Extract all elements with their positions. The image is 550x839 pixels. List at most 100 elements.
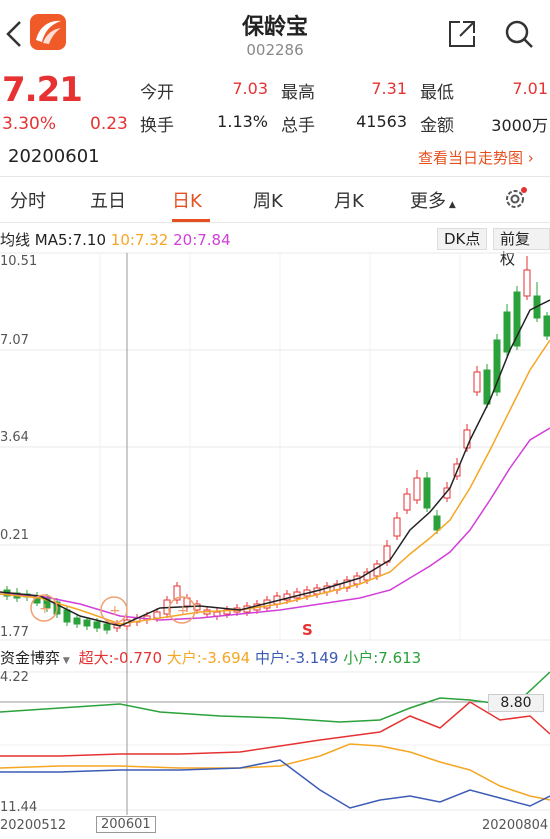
ma10-value: 10:7.32 [110, 231, 169, 249]
candle-body [83, 619, 91, 627]
sell-signal-marker: S [302, 621, 313, 639]
candle-body [143, 615, 151, 621]
candle-body [73, 617, 81, 625]
candle-body [303, 589, 311, 597]
candle-body [53, 601, 61, 615]
tab-more-label: 更多 [410, 191, 446, 212]
dropdown-icon: ▼ [60, 656, 70, 666]
tab-five-day[interactable]: 五日 [90, 191, 126, 212]
search-icon[interactable] [503, 18, 535, 50]
dk-point-marker: + [109, 603, 121, 619]
candle-body [193, 603, 201, 611]
fund-flow-label: 资金博弈 [0, 649, 61, 667]
tab-monthly-k[interactable]: 月K [334, 191, 364, 212]
stock-name: 保龄宝 [241, 15, 308, 40]
candle-body [543, 315, 550, 337]
candle-body [133, 617, 141, 623]
amount-label: 金额 [420, 116, 454, 136]
turnover-value: 1.13% [217, 112, 268, 131]
triangle-down-icon: ▲ [446, 200, 456, 210]
adjust-button[interactable]: 前复权 [493, 228, 550, 268]
divider [0, 222, 550, 223]
period-tabs: 分时 五日 日K 周K 月K 更多 ▲ [0, 176, 550, 222]
candle-body [403, 493, 411, 511]
candle-body [313, 587, 321, 595]
back-arrow-icon[interactable] [2, 14, 26, 54]
candle-body [223, 609, 231, 615]
flow-axis-label: 11.44 [0, 800, 38, 815]
candle-body [273, 595, 281, 605]
ma-legend-label: 均线 [0, 231, 31, 249]
candle-body [423, 477, 431, 509]
ma10-line [0, 339, 550, 625]
candle-body [13, 592, 21, 599]
ma-legend: 均线 MA5:7.10 10:7.32 20:7.84 [0, 229, 231, 250]
candle-body [233, 607, 241, 613]
candle-body [493, 339, 501, 393]
view-trend-link[interactable]: 查看当日走势图 › [418, 147, 534, 168]
high-label: 最高 [281, 83, 315, 103]
candle-body [333, 583, 341, 591]
dk-point-marker [100, 596, 128, 624]
candle-body [253, 603, 261, 611]
candle-body [293, 591, 301, 599]
dk-point-marker [168, 596, 196, 624]
candle-body [123, 619, 131, 627]
price-axis-label: 0.21 [0, 528, 29, 543]
candle-body [373, 563, 381, 577]
candle-body [503, 311, 511, 353]
date-axis-label: 20200804 [482, 818, 549, 833]
dk-point-button[interactable]: DK点 [437, 228, 488, 250]
crosshair-date: 200601 [96, 816, 156, 833]
volume-label: 总手 [281, 116, 315, 136]
turnover-label: 换手 [140, 116, 174, 136]
ma20-line [0, 427, 550, 621]
small-flow-line [0, 671, 550, 723]
fund-flow-title[interactable]: 资金博弈 ▼ [0, 649, 70, 667]
ma5-line [0, 299, 550, 627]
date-axis-label: 20200512 [0, 818, 67, 833]
candle-body [343, 579, 351, 589]
candle-body [93, 621, 101, 629]
candle-body [363, 571, 371, 581]
ma5-value: MA5:7.10 [34, 231, 106, 249]
candle-body [533, 295, 541, 319]
candle-body [243, 605, 251, 613]
candle-body [413, 477, 421, 501]
tab-daily-k[interactable]: 日K [172, 191, 202, 212]
flow-crosshair-value: 8.80 [488, 694, 544, 712]
dk-point-marker [30, 594, 58, 622]
tab-intraday[interactable]: 分时 [10, 191, 46, 212]
candle-body [523, 269, 531, 297]
candle-body [283, 593, 291, 601]
super-flow-line [0, 701, 550, 757]
candle-body [323, 585, 331, 593]
candle-body [63, 609, 71, 623]
current-price: 7.21 [2, 70, 83, 110]
price-axis-label: 10.51 [0, 254, 38, 269]
candle-body [103, 623, 111, 631]
gear-icon[interactable] [502, 186, 528, 212]
candle-body [483, 369, 491, 405]
change-amount: 0.23 [90, 114, 128, 134]
price-axis-label: 7.07 [0, 333, 29, 348]
tab-more[interactable]: 更多 ▲ [410, 187, 456, 213]
low-label: 最低 [420, 83, 454, 103]
chevron-right-icon: › [527, 149, 534, 167]
candle-body [453, 463, 461, 477]
app-logo-icon [30, 14, 66, 50]
share-icon[interactable] [446, 18, 478, 50]
candle-body [473, 371, 481, 393]
dk-point-marker: + [39, 601, 51, 617]
ma20-value: 20:7.84 [173, 231, 231, 249]
candle-body [163, 599, 171, 615]
divider [0, 176, 550, 177]
candle-body [173, 585, 181, 601]
volume-value: 41563 [356, 112, 407, 131]
tab-weekly-k[interactable]: 周K [253, 191, 283, 212]
low-value: 7.01 [512, 79, 548, 98]
active-tab-indicator [172, 219, 210, 222]
price-axis-label: 1.77 [0, 625, 29, 640]
candle-body [43, 596, 51, 609]
